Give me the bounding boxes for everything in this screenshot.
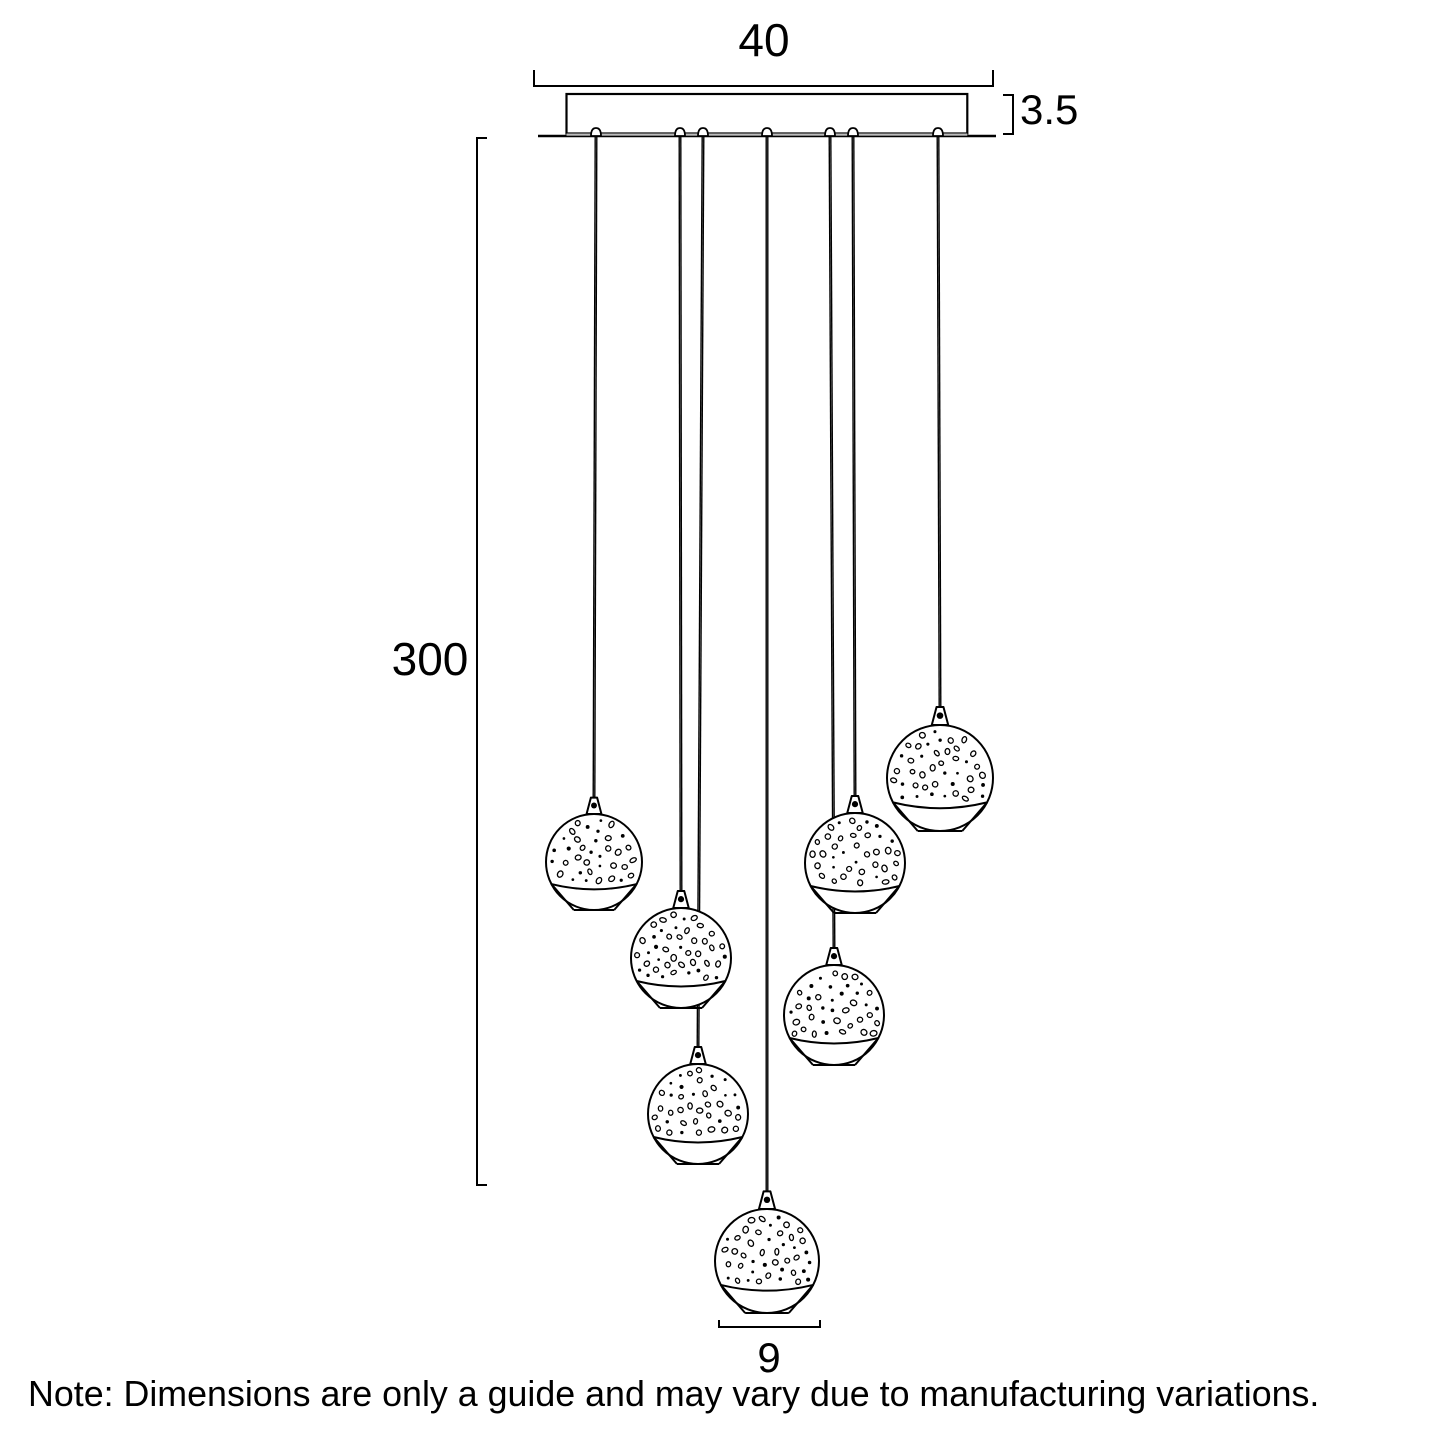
svg-text:3.5: 3.5 xyxy=(1020,86,1078,133)
svg-text:40: 40 xyxy=(738,14,789,66)
svg-text:300: 300 xyxy=(392,633,469,685)
svg-text:Note: Dimensions are only a gu: Note: Dimensions are only a guide and ma… xyxy=(28,1374,1319,1414)
